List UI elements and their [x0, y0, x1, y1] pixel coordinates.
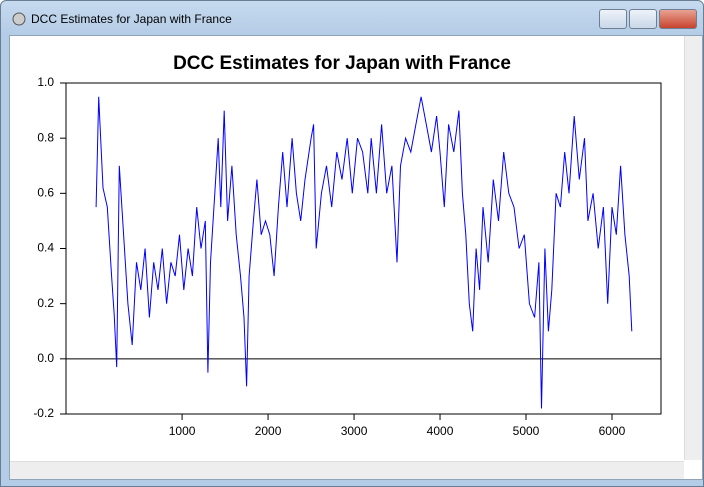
y-tick-label: 0.8	[37, 130, 54, 144]
y-tick-label: 1.0	[37, 75, 54, 89]
app-icon	[12, 12, 26, 26]
y-tick-label: 0.4	[37, 241, 54, 255]
y-tick-label: 0.0	[37, 351, 54, 365]
x-tick-label: 2000	[255, 424, 282, 438]
minimize-button[interactable]	[599, 9, 627, 29]
x-tick-label: 3000	[341, 424, 368, 438]
y-tick-label: 0.6	[37, 186, 54, 200]
chart-title: DCC Estimates for Japan with France	[173, 53, 511, 74]
horizontal-scrollbar[interactable]	[10, 461, 684, 479]
y-tick-label: -0.2	[33, 406, 54, 420]
window-title: DCC Estimates for Japan with France	[31, 12, 232, 26]
close-button[interactable]	[659, 9, 697, 29]
x-tick-label: 5000	[513, 424, 540, 438]
data-line	[95, 96, 633, 409]
x-tick-label: 4000	[427, 424, 454, 438]
x-tick-label: 1000	[169, 424, 196, 438]
y-tick-label: 0.2	[37, 296, 54, 310]
title-bar: DCC Estimates for Japan with France	[1, 1, 703, 35]
maximize-button[interactable]	[629, 9, 657, 29]
vertical-scrollbar[interactable]	[684, 36, 702, 460]
client-area	[9, 35, 703, 480]
x-tick-label: 6000	[599, 424, 626, 438]
plot-frame	[65, 82, 662, 415]
